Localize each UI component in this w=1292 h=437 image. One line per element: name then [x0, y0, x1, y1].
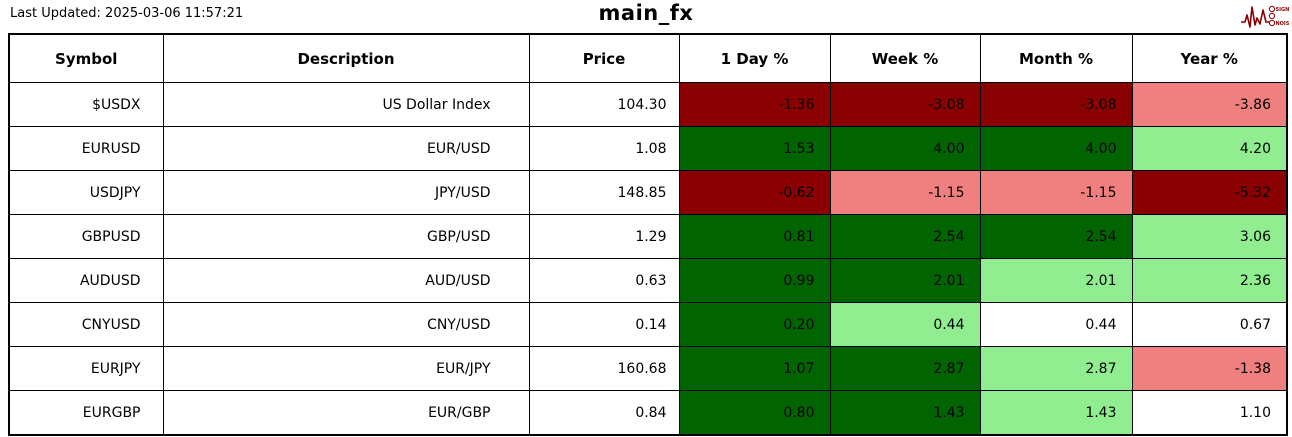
last-updated-timestamp: Last Updated: 2025-03-06 11:57:21: [10, 6, 244, 21]
column-header-description: Description: [162, 33, 530, 83]
month-change-cell: 0.44: [979, 302, 1133, 347]
symbol-cell: EURJPY: [8, 346, 164, 391]
description-cell: EUR/GBP: [162, 390, 530, 436]
description-cell: EUR/JPY: [162, 346, 530, 391]
year-change-cell: -3.86: [1131, 82, 1288, 127]
table-row: AUDUSD AUD/USD 0.63 0.99 2.01 2.01 2.36: [8, 258, 1288, 303]
symbol-cell: EURGBP: [8, 390, 164, 436]
year-change-cell: 1.10: [1131, 390, 1288, 436]
month-change-cell: 2.54: [979, 214, 1133, 259]
year-change-cell: 2.36: [1131, 258, 1288, 303]
year-change-cell: -5.32: [1131, 170, 1288, 215]
price-cell: 1.08: [528, 126, 680, 171]
symbol-cell: $USDX: [8, 82, 164, 127]
day-change-cell: 0.99: [678, 258, 831, 303]
year-change-cell: 0.67: [1131, 302, 1288, 347]
description-cell: JPY/USD: [162, 170, 530, 215]
fx-table: Symbol Description Price 1 Day % Week % …: [8, 33, 1288, 436]
month-change-cell: -3.08: [979, 82, 1133, 127]
month-change-cell: 1.43: [979, 390, 1133, 436]
day-change-cell: 0.20: [678, 302, 831, 347]
description-cell: CNY/USD: [162, 302, 530, 347]
day-change-cell: 0.81: [678, 214, 831, 259]
price-cell: 160.68: [528, 346, 680, 391]
table-body: $USDX US Dollar Index 104.30 -1.36 -3.08…: [8, 82, 1288, 436]
week-change-cell: 4.00: [829, 126, 981, 171]
table-row: EURJPY EUR/JPY 160.68 1.07 2.87 2.87 -1.…: [8, 346, 1288, 391]
column-header-year: Year %: [1131, 33, 1288, 83]
table-row: $USDX US Dollar Index 104.30 -1.36 -3.08…: [8, 82, 1288, 127]
month-change-cell: 4.00: [979, 126, 1133, 171]
table-row: EURGBP EUR/GBP 0.84 0.80 1.43 1.43 1.10: [8, 390, 1288, 436]
day-change-cell: 0.80: [678, 390, 831, 436]
page-title: main_fx: [598, 1, 694, 25]
price-cell: 148.85: [528, 170, 680, 215]
table-row: EURUSD EUR/USD 1.08 1.53 4.00 4.00 4.20: [8, 126, 1288, 171]
price-cell: 104.30: [528, 82, 680, 127]
column-header-week: Week %: [829, 33, 981, 83]
description-cell: AUD/USD: [162, 258, 530, 303]
symbol-cell: AUDUSD: [8, 258, 164, 303]
year-change-cell: -1.38: [1131, 346, 1288, 391]
signal-noise-logo: SIGNAL NOISE: [1241, 5, 1290, 28]
price-cell: 0.84: [528, 390, 680, 436]
waveform-icon: [1241, 6, 1269, 28]
logo-bottom-text: NOISE: [1276, 21, 1290, 27]
week-change-cell: 2.01: [829, 258, 981, 303]
table-row: CNYUSD CNY/USD 0.14 0.20 0.44 0.44 0.67: [8, 302, 1288, 347]
description-cell: EUR/USD: [162, 126, 530, 171]
header-row: Symbol Description Price 1 Day % Week % …: [8, 33, 1288, 83]
month-change-cell: 2.01: [979, 258, 1133, 303]
symbol-cell: CNYUSD: [8, 302, 164, 347]
logo-top-text: SIGNAL: [1276, 7, 1290, 13]
table-row: USDJPY JPY/USD 148.85 -0.62 -1.15 -1.15 …: [8, 170, 1288, 215]
description-cell: US Dollar Index: [162, 82, 530, 127]
week-change-cell: 0.44: [829, 302, 981, 347]
month-change-cell: 2.87: [979, 346, 1133, 391]
symbol-cell: GBPUSD: [8, 214, 164, 259]
month-change-cell: -1.15: [979, 170, 1133, 215]
day-change-cell: -0.62: [678, 170, 831, 215]
price-cell: 0.63: [528, 258, 680, 303]
table-header: Symbol Description Price 1 Day % Week % …: [8, 33, 1288, 83]
symbol-cell: EURUSD: [8, 126, 164, 171]
week-change-cell: 2.54: [829, 214, 981, 259]
column-header-symbol: Symbol: [8, 33, 164, 83]
price-cell: 1.29: [528, 214, 680, 259]
week-change-cell: 2.87: [829, 346, 981, 391]
symbol-cell: USDJPY: [8, 170, 164, 215]
column-header-price: Price: [528, 33, 680, 83]
week-change-cell: -1.15: [829, 170, 981, 215]
week-change-cell: 1.43: [829, 390, 981, 436]
price-cell: 0.14: [528, 302, 680, 347]
week-change-cell: -3.08: [829, 82, 981, 127]
day-change-cell: 1.07: [678, 346, 831, 391]
description-cell: GBP/USD: [162, 214, 530, 259]
table-row: GBPUSD GBP/USD 1.29 0.81 2.54 2.54 3.06: [8, 214, 1288, 259]
year-change-cell: 4.20: [1131, 126, 1288, 171]
year-change-cell: 3.06: [1131, 214, 1288, 259]
day-change-cell: -1.36: [678, 82, 831, 127]
day-change-cell: 1.53: [678, 126, 831, 171]
column-header-month: Month %: [979, 33, 1133, 83]
column-header-1day: 1 Day %: [678, 33, 831, 83]
